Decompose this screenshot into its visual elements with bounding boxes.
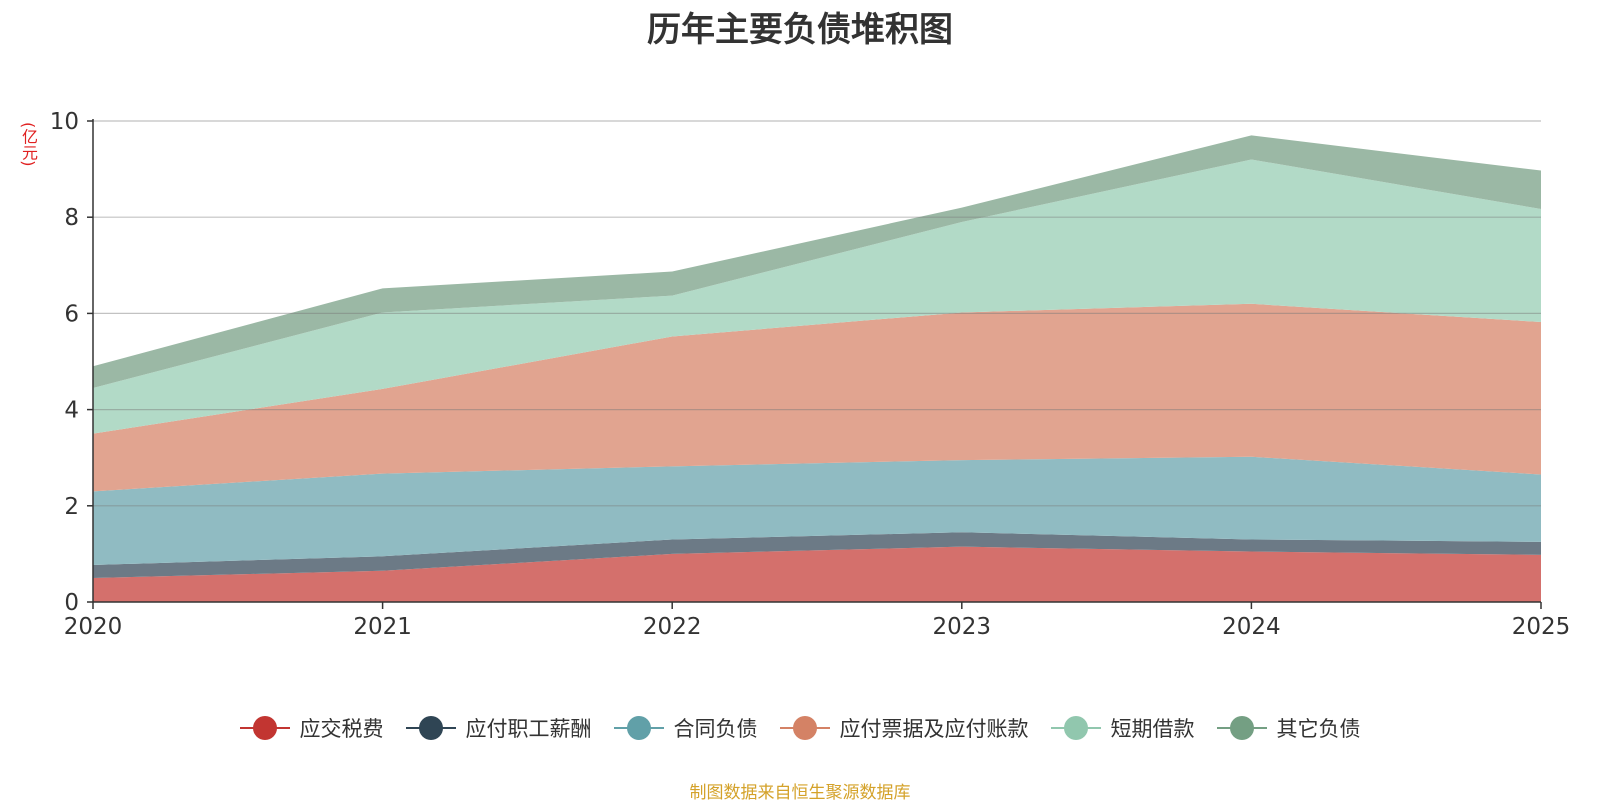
area-1: [93, 532, 1541, 578]
legend-marker-icon: [239, 716, 290, 740]
legend-item-5[interactable]: 其它负债: [1216, 713, 1361, 743]
legend-item-1[interactable]: 应付职工薪酬: [405, 713, 592, 743]
area-3: [93, 303, 1541, 492]
y-axis-unit-label: (亿元): [19, 122, 38, 167]
legend-label: 其它负债: [1276, 717, 1361, 741]
y-tick-label-6: 6: [64, 301, 79, 327]
legend-item-4[interactable]: 短期借款: [1050, 713, 1195, 743]
y-tick-label-8: 8: [64, 205, 79, 231]
legend-item-2[interactable]: 合同负债: [613, 713, 758, 743]
x-tick-label-2020: 2020: [64, 614, 123, 640]
area-2: [93, 456, 1541, 565]
x-tick-label-2025: 2025: [1512, 614, 1571, 640]
legend-marker-icon: [613, 716, 664, 740]
y-tick-label-2: 2: [64, 494, 79, 520]
legend-label: 合同负债: [673, 717, 758, 741]
legend-label: 应付职工薪酬: [465, 717, 592, 741]
x-tick-label-2023: 2023: [933, 614, 992, 640]
x-tick-label-2022: 2022: [643, 614, 702, 640]
area-0: [93, 546, 1541, 602]
area-5: [93, 135, 1541, 388]
legend-label: 应交税费: [299, 717, 384, 741]
legend-item-3[interactable]: 应付票据及应付账款: [779, 713, 1029, 743]
legend-label: 应付票据及应付账款: [839, 717, 1029, 741]
y-tick-label-0: 0: [64, 590, 79, 616]
source-note: 制图数据来自恒生聚源数据库: [689, 783, 911, 803]
y-tick-label-4: 4: [64, 398, 79, 424]
x-tick-label-2021: 2021: [353, 614, 412, 640]
legend-marker-icon: [1216, 716, 1267, 740]
legend-item-0[interactable]: 应交税费: [239, 713, 384, 743]
y-tick-label-10: 10: [50, 109, 79, 135]
legend-marker-icon: [405, 716, 456, 740]
legend-marker-icon: [1050, 716, 1101, 740]
x-tick-label-2024: 2024: [1222, 614, 1281, 640]
chart-title: 历年主要负债堆积图: [647, 10, 953, 50]
legend: 应交税费 应付职工薪酬 合同负债 应付票据及应付账款 短期借款 其它负债: [0, 713, 1600, 743]
area-4: [93, 159, 1541, 434]
legend-marker-icon: [779, 716, 830, 740]
legend-label: 短期借款: [1110, 717, 1195, 741]
